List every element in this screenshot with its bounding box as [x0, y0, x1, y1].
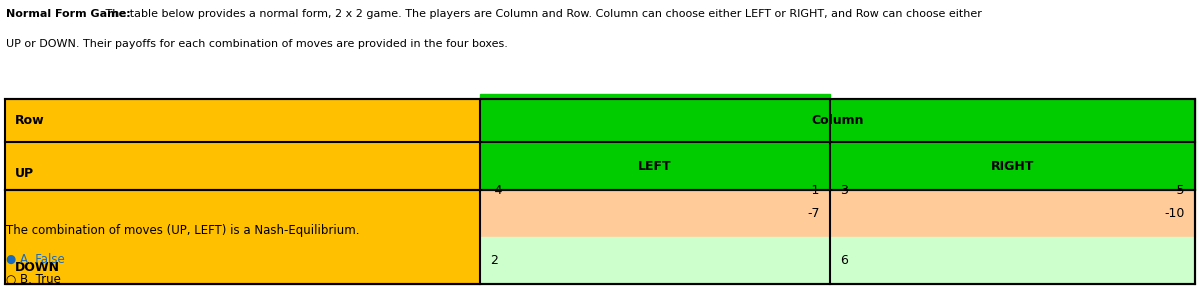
- Text: -1: -1: [808, 183, 820, 197]
- Text: The table below provides a normal form, 2 x 2 game. The players are Column and R: The table below provides a normal form, …: [102, 9, 982, 19]
- Text: Normal Form Game:: Normal Form Game:: [6, 9, 131, 19]
- Text: DOWN: DOWN: [16, 261, 60, 274]
- Text: -7: -7: [808, 207, 820, 220]
- Bar: [5, 99, 1195, 284]
- Text: 6: 6: [840, 254, 848, 267]
- Bar: [830, 190, 1195, 237]
- Text: ● A. False: ● A. False: [6, 253, 65, 265]
- Bar: [480, 237, 830, 284]
- Text: -4: -4: [490, 183, 503, 197]
- Text: 3: 3: [840, 183, 848, 197]
- Bar: [480, 142, 830, 190]
- Bar: [830, 142, 1195, 190]
- Bar: [480, 99, 1195, 142]
- Bar: [5, 190, 480, 284]
- Text: 2: 2: [490, 254, 498, 267]
- Text: RIGHT: RIGHT: [991, 160, 1034, 172]
- Bar: [480, 94, 830, 142]
- Text: The combination of moves (UP, LEFT) is a Nash-Equilibrium.: The combination of moves (UP, LEFT) is a…: [6, 224, 360, 237]
- Text: -10: -10: [1165, 207, 1186, 220]
- Bar: [830, 237, 1195, 284]
- Bar: [5, 142, 480, 190]
- Text: Row: Row: [16, 114, 44, 127]
- Text: UP: UP: [16, 167, 34, 180]
- Text: LEFT: LEFT: [638, 160, 672, 172]
- Text: Column: Column: [811, 114, 864, 127]
- Text: ○ B. True: ○ B. True: [6, 273, 61, 286]
- Bar: [5, 99, 480, 142]
- Bar: [480, 190, 830, 237]
- Text: UP or DOWN. Their payoffs for each combination of moves are provided in the four: UP or DOWN. Their payoffs for each combi…: [6, 39, 508, 49]
- Text: -5: -5: [1172, 183, 1186, 197]
